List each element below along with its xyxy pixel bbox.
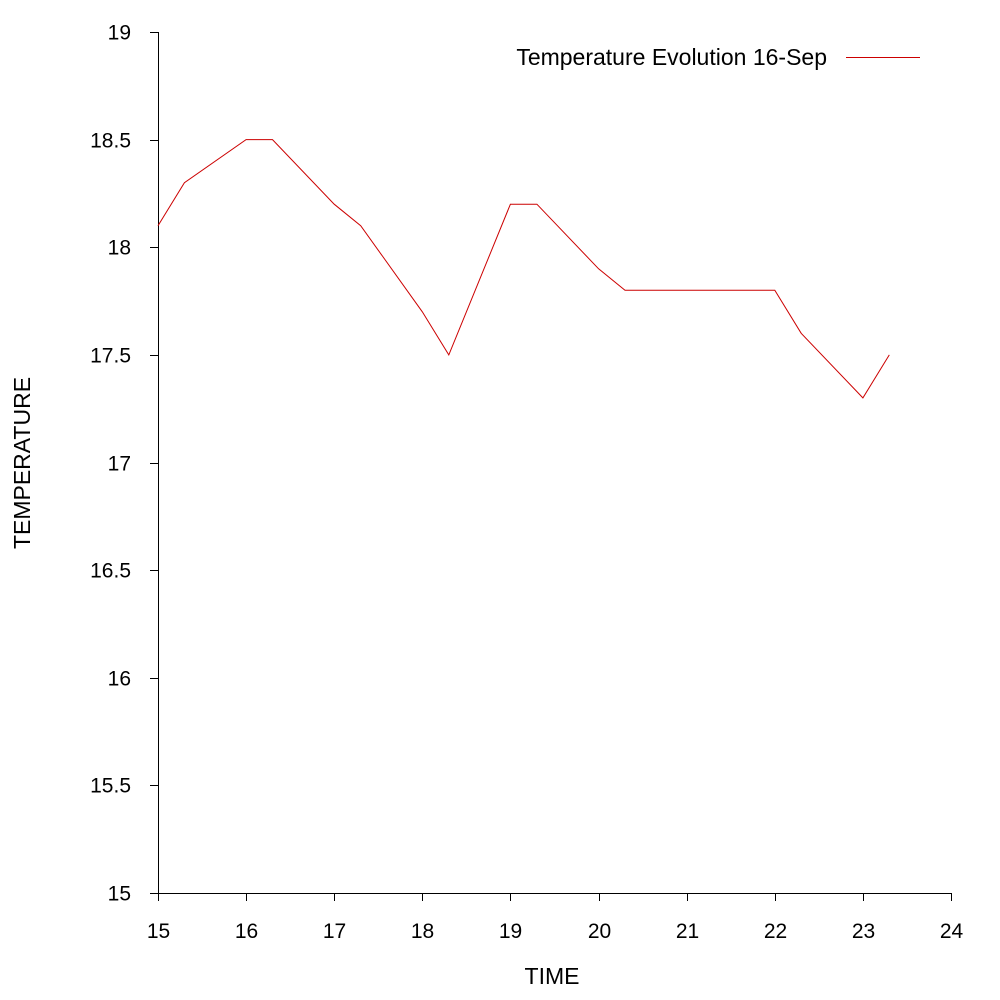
x-tick-label: 19 (499, 920, 522, 943)
x-tick-label: 18 (411, 920, 434, 943)
x-tick-label: 15 (147, 920, 170, 943)
data-point (713, 290, 714, 291)
data-point (184, 182, 185, 183)
series-line (157, 139, 890, 399)
x-tick-label: 20 (588, 920, 611, 943)
y-tick-label: 15 (108, 883, 131, 906)
y-tick-label: 15.5 (90, 775, 131, 798)
x-tick-label: 21 (676, 920, 699, 943)
y-tick-label: 18 (108, 237, 131, 260)
data-point (801, 333, 802, 334)
data-point (536, 204, 537, 205)
data-point (360, 225, 361, 226)
legend: Temperature Evolution 16-Sep (516, 44, 920, 70)
x-tick-label: 16 (235, 920, 258, 943)
x-tick-label: 23 (852, 920, 875, 943)
data-point (510, 204, 511, 205)
data-point (272, 139, 273, 140)
data-point (334, 204, 335, 205)
data-point (625, 290, 626, 291)
y-tick-label: 19 (108, 22, 131, 45)
data-point (598, 268, 599, 269)
series-layer (157, 139, 890, 399)
y-tick-group: 15 15.5 16 16.5 17 17.5 18 18.5 19 (90, 22, 158, 906)
x-tick-label: 22 (764, 920, 787, 943)
data-point (422, 311, 423, 312)
data-point (889, 354, 890, 355)
x-tick-label: 24 (940, 920, 964, 943)
y-tick-label: 16.5 (90, 560, 131, 583)
data-point (774, 290, 775, 291)
y-tick-label: 18.5 (90, 130, 131, 153)
y-tick-label: 17 (108, 453, 131, 476)
y-axis-label: TEMPERATURE (9, 377, 35, 549)
legend-label: Temperature Evolution 16-Sep (516, 44, 827, 70)
data-point (686, 290, 687, 291)
data-point (158, 225, 159, 226)
y-tick-label: 16 (108, 668, 131, 691)
data-point (862, 397, 863, 398)
x-tick-group: 15 16 17 18 19 20 21 22 23 24 (147, 893, 964, 943)
x-axis-label: TIME (525, 963, 580, 989)
x-tick-label: 17 (323, 920, 346, 943)
data-point (448, 354, 449, 355)
data-point (246, 139, 247, 140)
y-tick-label: 17.5 (90, 345, 131, 368)
